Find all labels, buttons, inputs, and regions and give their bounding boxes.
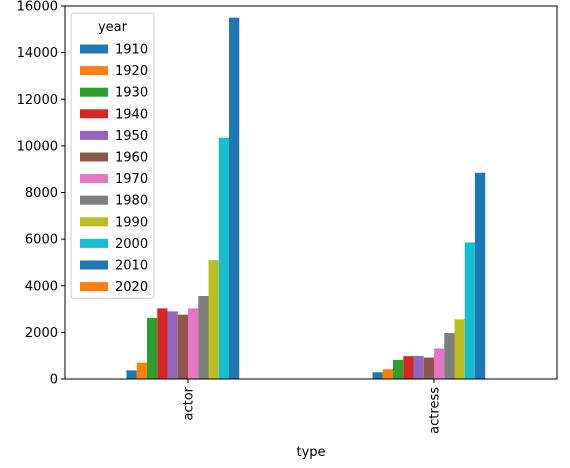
y-tick-label: 0	[50, 373, 58, 388]
legend-label: 1960	[115, 151, 148, 166]
legend-swatch	[80, 217, 108, 227]
legend-swatch	[80, 282, 108, 292]
legend-swatch	[80, 260, 108, 270]
x-axis-label: type	[296, 445, 325, 460]
y-tick-label: 16000	[17, 0, 58, 15]
legend: year 1910 1920 1930 1940 1950 1960 1970 1980 199…	[70, 12, 155, 299]
legend-swatch	[80, 152, 108, 162]
legend-label: 1910	[115, 43, 148, 58]
y-tick-label: 4000	[25, 279, 58, 294]
bar-actress-1940	[403, 356, 414, 379]
bar-actress-1910	[372, 372, 383, 379]
bar-actor-1930	[147, 317, 158, 379]
x-tick-label: actor	[182, 386, 197, 420]
legend-swatch	[80, 238, 108, 248]
legend-swatch	[80, 195, 108, 205]
legend-label: 2010	[115, 259, 148, 274]
legend-title: year	[98, 20, 128, 35]
bar-actor-1960	[177, 314, 188, 379]
bars	[126, 17, 486, 379]
bar-actress-1950	[413, 355, 424, 379]
legend-box	[70, 12, 155, 299]
bar-actor-1980	[198, 296, 209, 379]
y-tick-label: 14000	[17, 46, 58, 61]
legend-label: 2020	[115, 280, 148, 295]
plot-frame	[64, 5, 558, 380]
bar-actress-1920	[382, 369, 393, 379]
legend-swatch	[80, 66, 108, 76]
y-tick-label: 8000	[25, 186, 58, 201]
y-tick-label: 6000	[25, 233, 58, 248]
bar-actress-2010	[475, 172, 486, 379]
legend-label: 1980	[115, 194, 148, 209]
bar-actor-1990	[208, 260, 219, 379]
y-tick-label: 12000	[17, 93, 58, 108]
legend-label: 1970	[115, 172, 148, 187]
legend-swatch	[80, 87, 108, 97]
bar-actress-1980	[444, 333, 455, 379]
bar-actor-1910	[126, 370, 137, 379]
legend-label: 1920	[115, 64, 148, 79]
legend-swatch	[80, 174, 108, 184]
x-axis-ticks: actor actress	[182, 379, 443, 434]
bar-actor-1950	[167, 311, 178, 379]
bar-actor-1920	[136, 362, 147, 379]
y-axis-ticks: 0 2000 4000 6000 8000 10000 12000 14000 16000	[17, 0, 65, 388]
bar-actor-2000	[218, 137, 229, 379]
bar-actress-2000	[464, 242, 475, 379]
legend-swatch	[80, 130, 108, 140]
legend-items: 1910 1920 1930 1940 1950 1960 1970 1980 1990 2000…	[80, 43, 148, 295]
legend-label: 1950	[115, 129, 148, 144]
legend-label: 1990	[115, 215, 148, 230]
bar-actress-1990	[454, 319, 465, 379]
legend-label: 1930	[115, 86, 148, 101]
bar-actress-1960	[423, 357, 434, 379]
bar-actress-1970	[434, 348, 445, 379]
x-tick-label: actress	[428, 387, 443, 434]
legend-label: 1940	[115, 107, 148, 122]
legend-label: 2000	[115, 237, 148, 252]
y-tick-label: 10000	[17, 139, 58, 154]
legend-swatch	[80, 44, 108, 54]
bar-actor-2010	[229, 17, 240, 379]
bar-actress-1930	[393, 359, 404, 379]
y-tick-label: 2000	[25, 326, 58, 341]
bar-actor-1970	[188, 308, 199, 379]
bar-actor-1940	[157, 308, 168, 379]
legend-swatch	[80, 109, 108, 119]
